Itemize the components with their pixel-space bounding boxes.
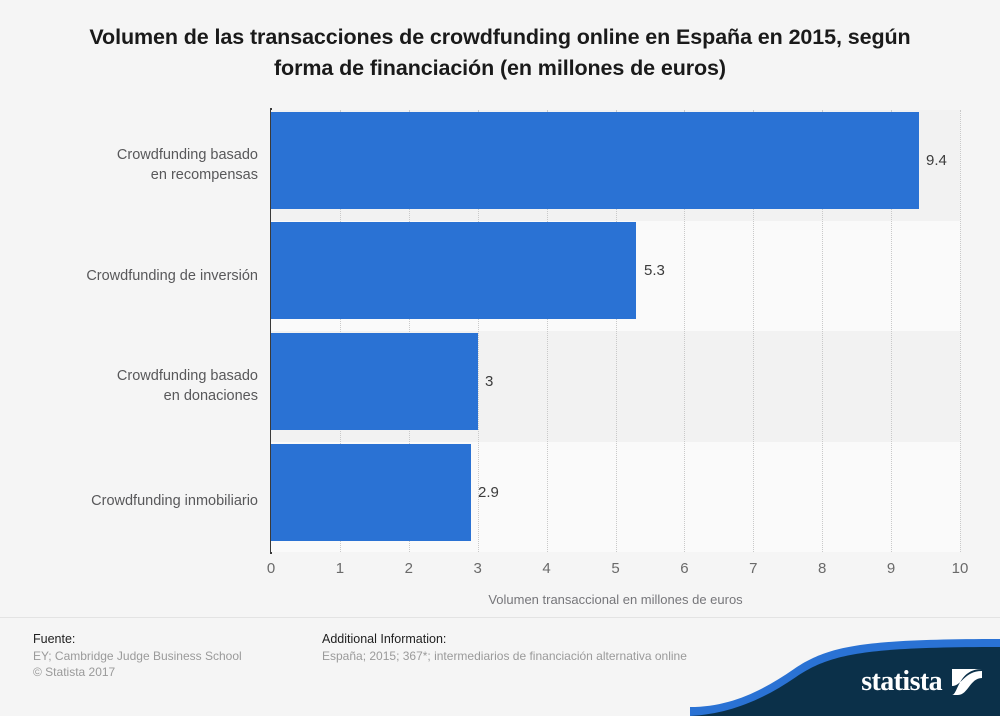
bar-value-4: 2.9: [478, 484, 499, 501]
footer-divider: [0, 617, 1000, 618]
cat-label-1-line2: en recompensas: [150, 167, 258, 183]
x-tick-0: 0: [266, 560, 276, 577]
bar-value-2: 5.3: [644, 262, 665, 279]
chart-canvas: 9.4 5.3 3 2.9 Crowdfunding basado en rec…: [0, 108, 969, 607]
x-tick-3: 3: [473, 560, 482, 577]
x-tick-4: 4: [542, 560, 551, 577]
cat-label-3-line1: Crowdfunding basado: [116, 368, 258, 384]
bar-1[interactable]: [271, 112, 919, 209]
x-tick-6: 6: [680, 560, 689, 577]
cat-label-4-line1: Crowdfunding inmobiliario: [91, 493, 258, 509]
x-tick-1: 1: [335, 560, 345, 577]
additional-information-heading: Additional Information:: [322, 632, 447, 646]
x-tick-9: 9: [886, 560, 896, 577]
gridline-4: [546, 110, 548, 552]
additional-information-body: España; 2015; 367*; intermediarios de fi…: [322, 649, 687, 663]
logo-wave-shape: [690, 639, 1000, 716]
cat-label-1-line1: Crowdfunding basado: [116, 147, 258, 163]
x-tick-7: 7: [749, 560, 758, 577]
bar-value-3: 3: [485, 373, 494, 390]
x-tick-10: 10: [951, 560, 969, 577]
gridline-6: [684, 110, 686, 552]
gridline-10: [960, 110, 961, 552]
statista-wordmark: statista: [861, 666, 942, 697]
additional-information-block: Additional Information: España; 2015; 36…: [322, 632, 722, 664]
footer: Fuente: EY; Cambridge Judge Business Sch…: [0, 618, 1000, 716]
bar-2[interactable]: [271, 222, 637, 319]
x-tick-5: 5: [611, 560, 620, 577]
gridline-7: [753, 110, 755, 552]
x-tick-8: 8: [818, 560, 827, 577]
cat-label-3-line2: en donaciones: [163, 388, 258, 404]
statista-logo[interactable]: statista: [690, 635, 1000, 716]
bar-value-1: 9.4: [926, 152, 947, 169]
gridline-8: [822, 110, 824, 552]
statista-mark-icon: [952, 669, 982, 695]
x-axis-title: Volumen transaccional en millones de eur…: [488, 592, 743, 607]
cat-label-2-line1: Crowdfunding de inversión: [86, 268, 258, 284]
y-axis-labels: Crowdfunding basado en recompensas Crowd…: [0, 110, 258, 552]
bar-4[interactable]: [271, 444, 471, 541]
gridline-5: [615, 110, 617, 552]
gridline-3: [477, 110, 479, 552]
plot-area: 9.4 5.3 3 2.9: [271, 110, 961, 552]
gridline-9: [891, 110, 893, 552]
source-line-2: © Statista 2017: [33, 665, 116, 679]
source-block: Fuente: EY; Cambridge Judge Business Sch…: [33, 632, 308, 680]
gridline-1: [339, 110, 341, 552]
source-heading: Fuente:: [33, 632, 76, 646]
bar-3[interactable]: [271, 333, 478, 430]
gridline-2: [408, 110, 410, 552]
x-tick-2: 2: [404, 560, 413, 577]
chart-title: Volumen de las transacciones de crowdfun…: [89, 25, 911, 80]
source-line-1: EY; Cambridge Judge Business School: [33, 649, 242, 663]
